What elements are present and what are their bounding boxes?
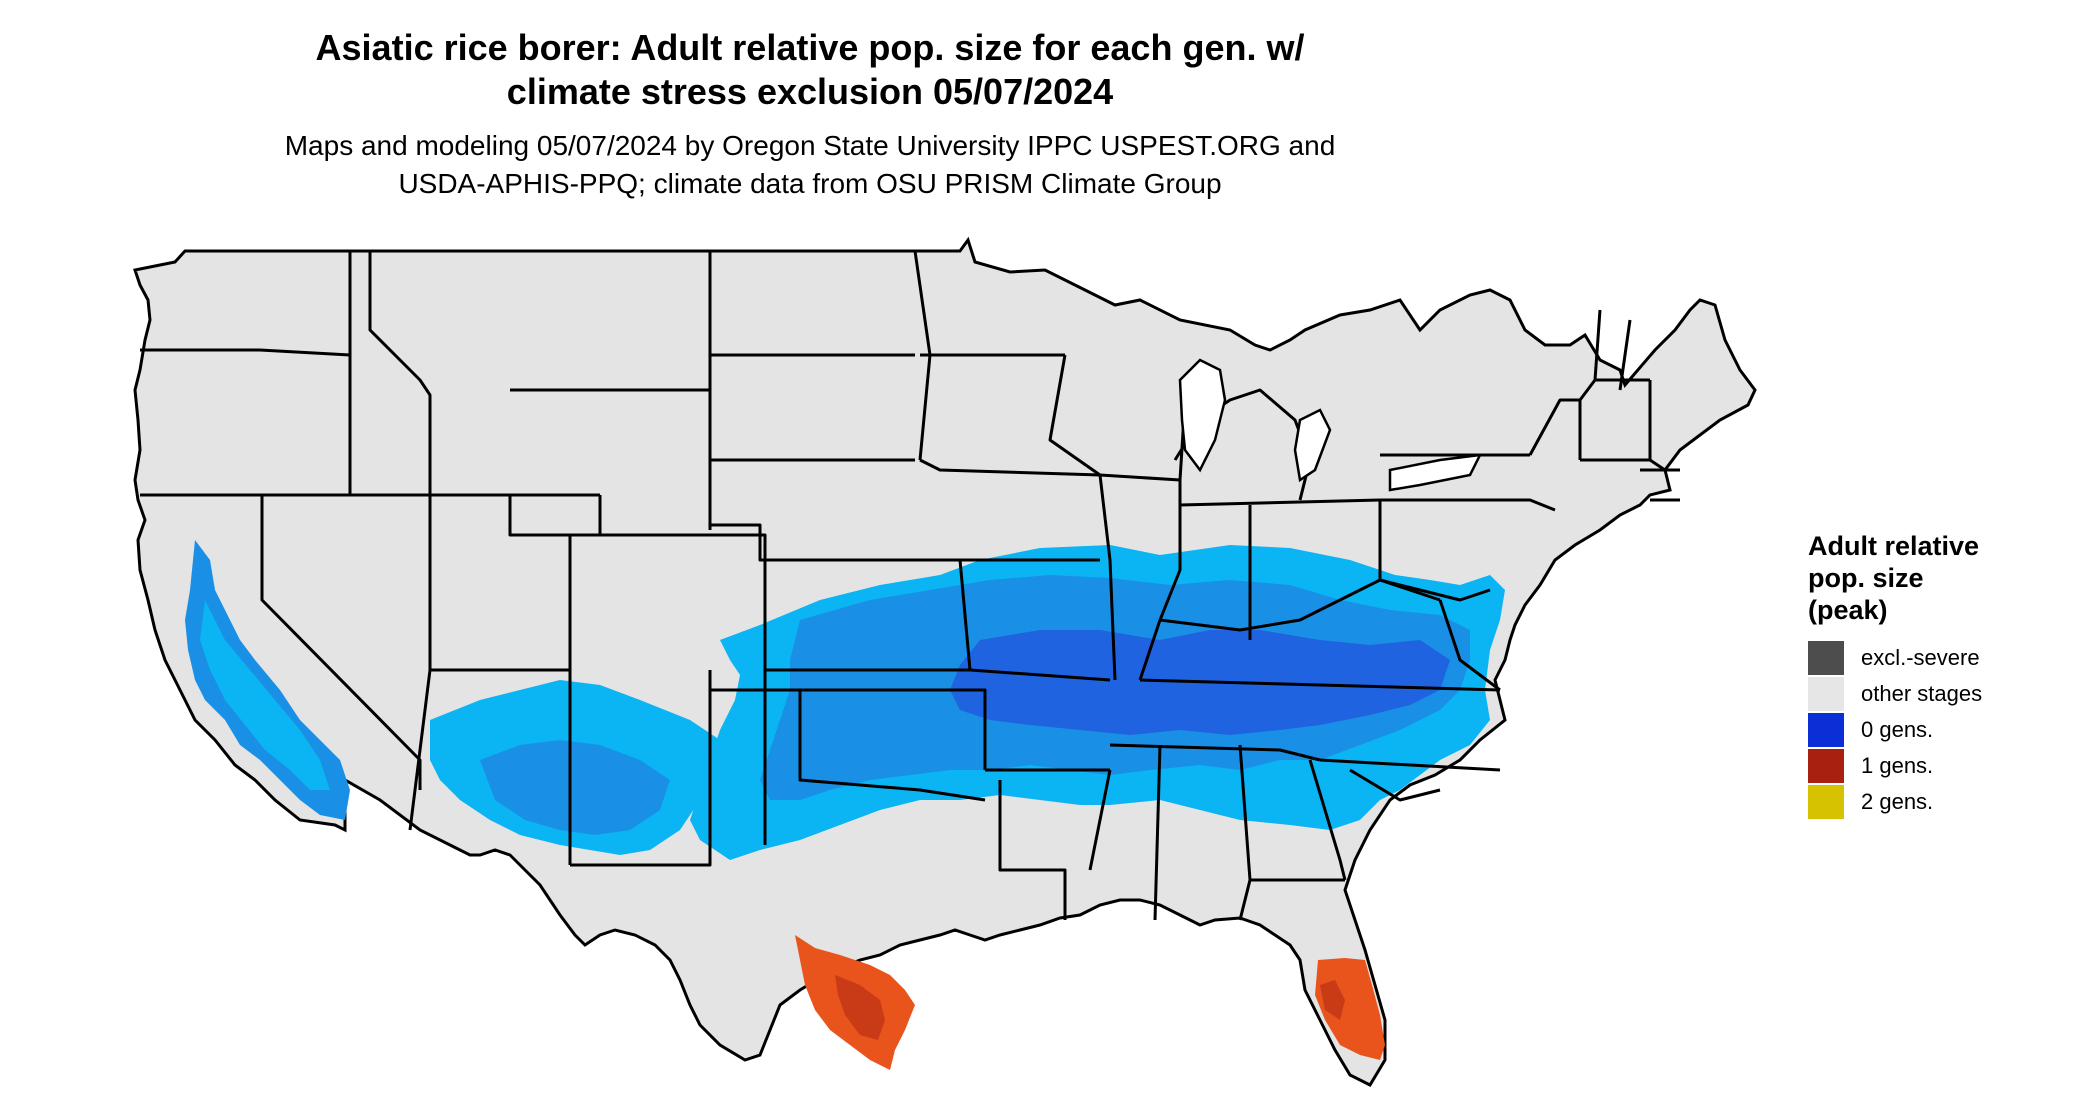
legend-items: excl.-severe other stages 0 gens. 1 gens…: [1808, 640, 2078, 820]
map-legend: Adult relative pop. size (peak) excl.-se…: [1808, 530, 2078, 820]
legend-label-0-gens: 0 gens.: [1861, 717, 1934, 742]
legend-swatch-excl-severe: [1808, 641, 1844, 675]
legend-title-line-2: pop. size: [1808, 563, 1924, 593]
great-lakes: [1178, 358, 1483, 492]
legend-title-line-3: (peak): [1808, 595, 1888, 625]
legend-item-1-gens: 1 gens.: [1808, 748, 2078, 784]
legend-swatch-1-gens: [1808, 749, 1844, 783]
legend-title-line-1: Adult relative: [1808, 531, 1980, 561]
legend-label-excl-severe: excl.-severe: [1861, 645, 1980, 670]
legend-label-other-stages: other stages: [1861, 681, 1983, 706]
legend-item-2-gens: 2 gens.: [1808, 784, 2078, 820]
legend-item-excl-severe: excl.-severe: [1808, 640, 2078, 676]
chart-title-line-1: Asiatic rice borer: Adult relative pop. …: [315, 27, 1305, 68]
legend-swatch-other-stages: [1808, 677, 1844, 711]
chart-subtitle-line-1: Maps and modeling 05/07/2024 by Oregon S…: [284, 130, 1336, 161]
zero-gen-california-light: [200, 600, 330, 790]
legend-swatch-2-gens: [1808, 785, 1844, 819]
legend-item-other-stages: other stages: [1808, 676, 2078, 712]
chart-title-line-2: climate stress exclusion 05/07/2024: [506, 71, 1114, 112]
one-gen-florida-dark: [1320, 980, 1345, 1020]
chart-subtitle-line-2: USDA-APHIS-PPQ; climate data from OSU PR…: [398, 168, 1222, 199]
legend-label-2-gens: 2 gens.: [1861, 789, 1934, 814]
zero-gen-southwest-dark: [480, 740, 670, 835]
legend-swatch-0-gens: [1808, 713, 1844, 747]
one-gen-texas-dark: [835, 975, 885, 1040]
legend-item-0-gens: 0 gens.: [1808, 712, 2078, 748]
legend-label-1-gens: 1 gens.: [1861, 753, 1934, 778]
